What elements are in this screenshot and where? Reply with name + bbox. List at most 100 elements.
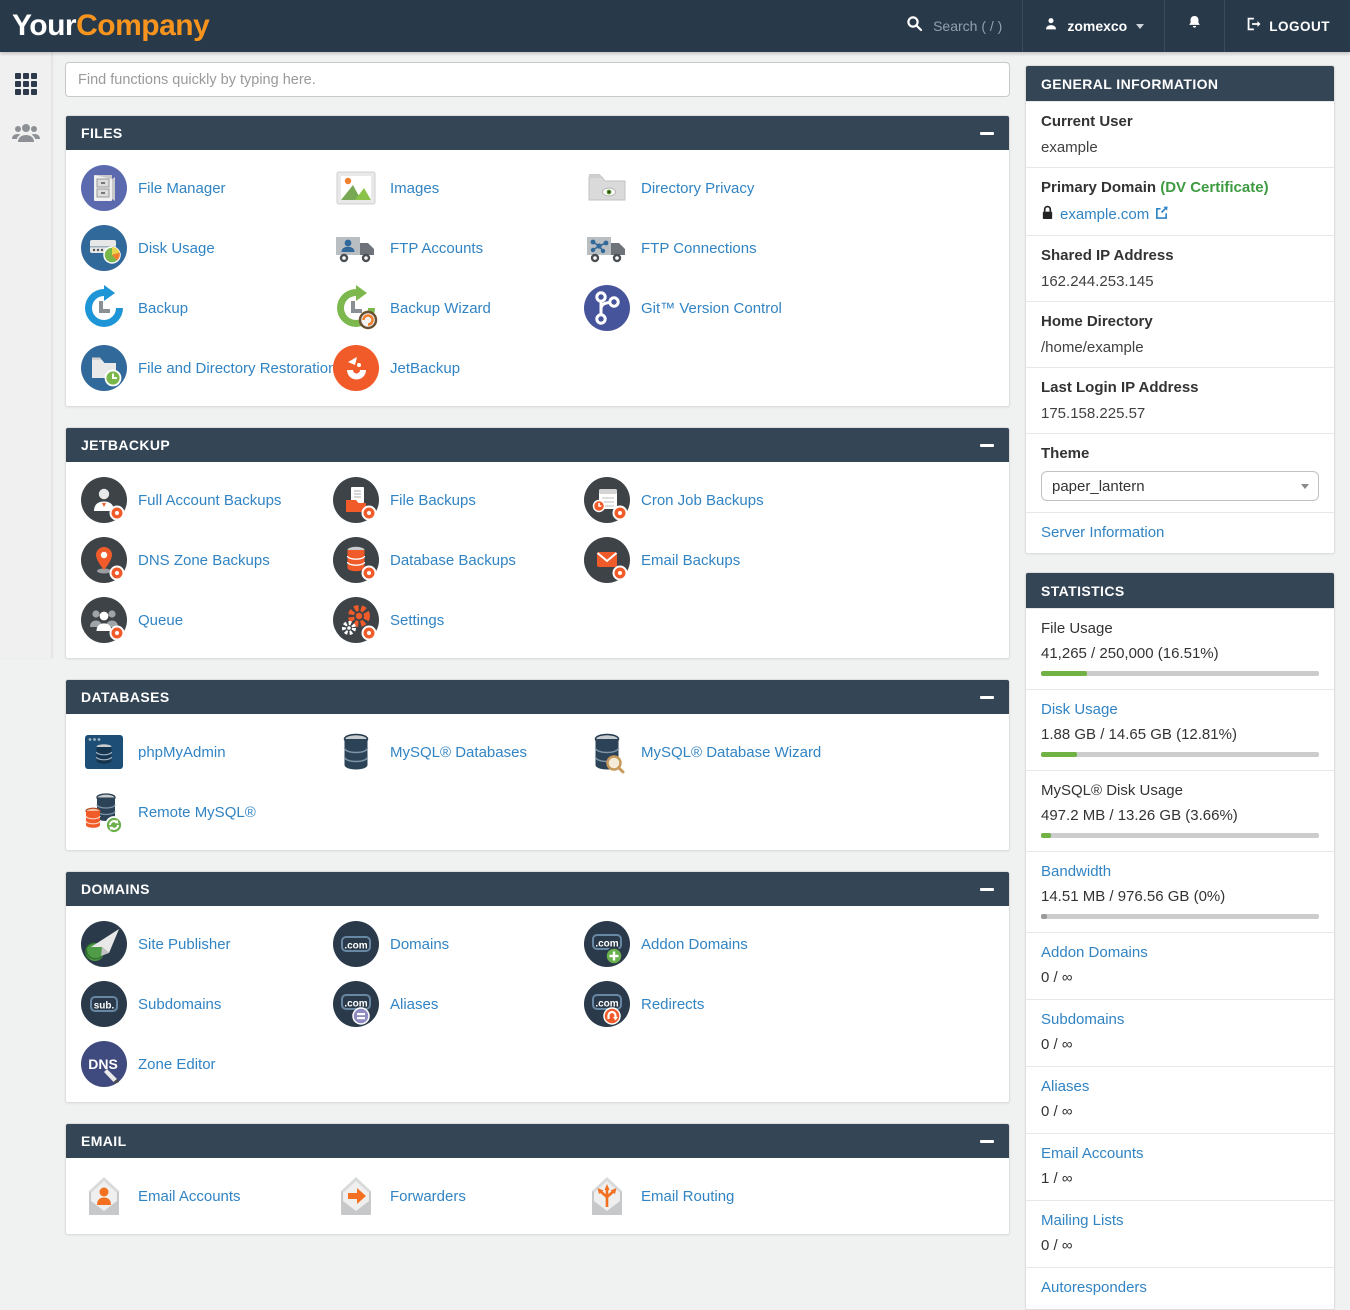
app-item-remote-mysql[interactable]: Remote MySQL® xyxy=(81,782,333,842)
stat-disk-usage: Disk Usage 1.88 GB / 14.65 GB (12.81%) xyxy=(1026,689,1334,770)
ftp-connections-icon xyxy=(584,225,630,271)
section-email-header: EMAIL xyxy=(66,1124,1009,1158)
app-item-backup-wizard[interactable]: Backup Wizard xyxy=(333,278,584,338)
user-icon xyxy=(1043,16,1059,37)
stat-value: 41,265 / 250,000 (16.51%) xyxy=(1041,645,1219,662)
app-item-file-manager[interactable]: File Manager xyxy=(81,158,333,218)
section-email: EMAIL Email Accounts Forwarders Email xyxy=(65,1123,1010,1235)
app-item-ftp-connections[interactable]: FTP Connections xyxy=(584,218,994,278)
com-badge-text: .com xyxy=(344,941,367,952)
section-files-header: FILES xyxy=(66,116,1009,150)
logo-text-company: Company xyxy=(76,9,210,42)
collapse-icon[interactable] xyxy=(980,887,994,891)
external-link-icon[interactable] xyxy=(1155,206,1168,223)
primary-domain-link[interactable]: example.com xyxy=(1060,206,1150,223)
stat-link[interactable]: Bandwidth xyxy=(1041,863,1112,880)
app-item-zone-editor[interactable]: DNS Zone Editor xyxy=(81,1034,333,1094)
app-item-ftp-accounts[interactable]: FTP Accounts xyxy=(333,218,584,278)
section-jetbackup: JETBACKUP Full Account Backups File Back… xyxy=(65,427,1010,659)
users-button[interactable] xyxy=(11,121,41,150)
app-item-backup[interactable]: Backup xyxy=(81,278,333,338)
stat-link[interactable]: Mailing Lists xyxy=(1041,1212,1124,1229)
app-item-file-directory-restoration[interactable]: File and Directory Restoration xyxy=(81,338,337,398)
app-item-label: File and Directory Restoration xyxy=(138,359,337,377)
left-rail xyxy=(0,52,52,658)
stat-value: 0 / ∞ xyxy=(1041,969,1073,986)
app-item-site-publisher[interactable]: Site Publisher xyxy=(81,914,333,974)
email-accounts-icon xyxy=(81,1173,127,1219)
app-item-images[interactable]: Images xyxy=(333,158,584,218)
stat-link[interactable]: Subdomains xyxy=(1041,1011,1125,1028)
app-item-git-version-control[interactable]: Git™ Version Control xyxy=(584,278,994,338)
app-item-dns-zone-backups[interactable]: DNS Zone Backups xyxy=(81,530,333,590)
app-item-jetbackup[interactable]: JetBackup xyxy=(333,338,584,398)
apps-grid-button[interactable] xyxy=(14,72,38,101)
primary-domain-label: Primary Domain (DV Certificate) xyxy=(1041,179,1269,196)
home-directory-label: Home Directory xyxy=(1041,313,1153,330)
app-item-phpmyadmin[interactable]: phpMyAdmin xyxy=(81,722,333,782)
app-item-mysql-databases[interactable]: MySQL® Databases xyxy=(333,722,584,782)
app-item-label: phpMyAdmin xyxy=(138,743,226,761)
stat-value: 14.51 MB / 976.56 GB (0%) xyxy=(1041,888,1226,905)
app-item-full-account-backups[interactable]: Full Account Backups xyxy=(81,470,333,530)
server-information-link[interactable]: Server Information xyxy=(1041,524,1165,541)
logout-button[interactable]: LOGOUT xyxy=(1224,0,1350,52)
shared-ip-value: 162.244.253.145 xyxy=(1041,273,1154,290)
user-menu[interactable]: zomexco xyxy=(1022,0,1164,52)
statistics-panel: STATISTICS File Usage 41,265 / 250,000 (… xyxy=(1025,572,1335,1310)
stat-link[interactable]: Addon Domains xyxy=(1041,944,1148,961)
company-logo[interactable]: YourCompany xyxy=(12,9,210,43)
app-item-directory-privacy[interactable]: Directory Privacy xyxy=(584,158,994,218)
app-item-queue[interactable]: Queue xyxy=(81,590,333,650)
app-item-database-backups[interactable]: Database Backups xyxy=(333,530,584,590)
section-title: JETBACKUP xyxy=(81,437,171,453)
stat-link[interactable]: Disk Usage xyxy=(1041,701,1118,718)
primary-domain-row: Primary Domain (DV Certificate) example.… xyxy=(1026,167,1334,235)
dv-certificate-badge[interactable]: (DV Certificate) xyxy=(1160,179,1269,196)
app-item-aliases[interactable]: .com Aliases xyxy=(333,974,584,1034)
app-item-disk-usage[interactable]: Disk Usage xyxy=(81,218,333,278)
current-user-value: example xyxy=(1041,139,1098,156)
app-item-cron-job-backups[interactable]: Cron Job Backups xyxy=(584,470,994,530)
nav-search[interactable]: Search ( / ) xyxy=(886,0,1022,52)
disk-usage-icon xyxy=(81,225,127,271)
app-item-label: Domains xyxy=(390,935,450,953)
app-item-settings[interactable]: Settings xyxy=(333,590,584,650)
home-directory-row: Home Directory /home/example xyxy=(1026,301,1334,367)
app-item-forwarders[interactable]: Forwarders xyxy=(333,1166,584,1226)
app-item-email-backups[interactable]: Email Backups xyxy=(584,530,994,590)
find-functions-input[interactable] xyxy=(65,62,1010,97)
stat-link[interactable]: Aliases xyxy=(1041,1078,1090,1095)
app-item-label: File Manager xyxy=(138,179,226,197)
progress-bar xyxy=(1041,752,1319,757)
app-item-email-routing[interactable]: Email Routing xyxy=(584,1166,994,1226)
notifications-button[interactable] xyxy=(1164,0,1224,52)
com-badge-text: .com xyxy=(595,939,618,950)
app-item-mysql-database-wizard[interactable]: MySQL® Database Wizard xyxy=(584,722,994,782)
collapse-icon[interactable] xyxy=(980,131,994,135)
current-user-label: Current User xyxy=(1041,113,1133,130)
stat-addon-domains: Addon Domains 0 / ∞ xyxy=(1026,932,1334,999)
cron-backup-icon xyxy=(584,477,630,523)
app-item-addon-domains[interactable]: .com Addon Domains xyxy=(584,914,994,974)
directory-privacy-icon xyxy=(584,165,630,211)
theme-select[interactable]: paper_lantern xyxy=(1041,471,1319,501)
section-title: FILES xyxy=(81,125,123,141)
app-item-file-backups[interactable]: File Backups xyxy=(333,470,584,530)
collapse-icon[interactable] xyxy=(980,695,994,699)
com-badge-text: .com xyxy=(595,999,618,1010)
section-files: FILES File Manager Images Directory P xyxy=(65,115,1010,407)
app-item-redirects[interactable]: .com Redirects xyxy=(584,974,994,1034)
stat-link[interactable]: Email Accounts xyxy=(1041,1145,1144,1162)
app-item-email-accounts[interactable]: Email Accounts xyxy=(81,1166,333,1226)
stat-value: 0 / ∞ xyxy=(1041,1103,1073,1120)
collapse-icon[interactable] xyxy=(980,1139,994,1143)
stat-link[interactable]: Autoresponders xyxy=(1041,1279,1147,1296)
app-item-subdomains[interactable]: sub. Subdomains xyxy=(81,974,333,1034)
app-item-label: Email Routing xyxy=(641,1187,735,1205)
collapse-icon[interactable] xyxy=(980,443,994,447)
account-backup-icon xyxy=(81,477,127,523)
app-item-label: JetBackup xyxy=(390,359,461,377)
app-item-label: Subdomains xyxy=(138,995,222,1013)
app-item-domains[interactable]: .com Domains xyxy=(333,914,584,974)
